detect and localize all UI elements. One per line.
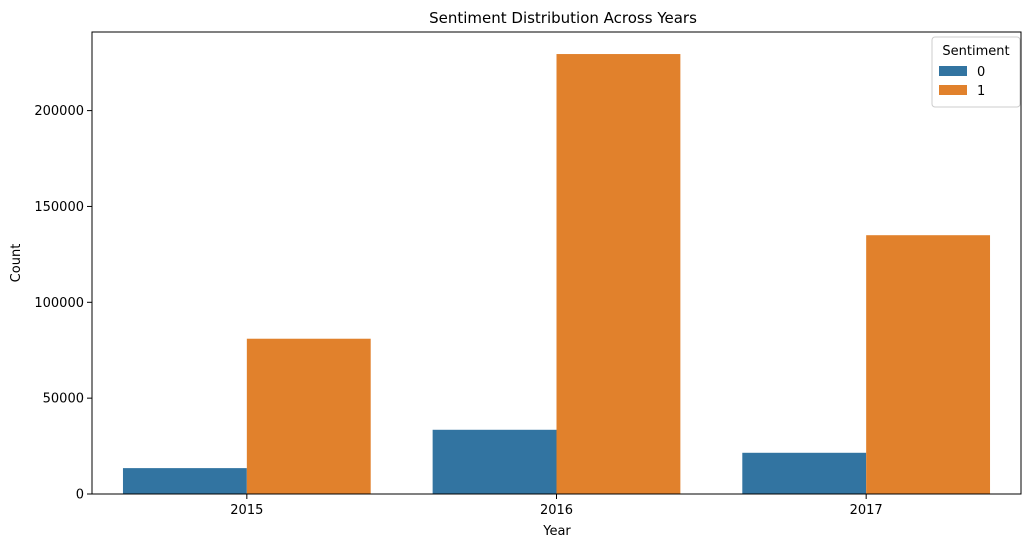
legend-label-1: 1 [977,84,985,99]
x-axis-title: Year [542,524,571,539]
bars-group [122,54,991,495]
y-axis-title: Count [9,244,24,283]
legend-label-0: 0 [977,65,985,80]
x-tick-label: 2016 [540,503,573,518]
plot-frame [91,31,1022,495]
y-tick-label: 50000 [43,392,84,407]
legend-title: Sentiment [942,44,1009,59]
bar-2016-sentiment-0 [432,429,557,494]
bar-2015-sentiment-0 [122,468,247,494]
y-tick-label: 200000 [34,104,84,119]
x-axis-ticks: 2015 2016 2017 [230,494,883,518]
bar-2017-sentiment-1 [866,235,991,495]
y-axis-ticks: 0 50000 100000 150000 200000 [34,104,92,503]
legend: Sentiment 01 [931,36,1021,108]
y-tick-label: 100000 [34,296,84,311]
chart-title: Sentiment Distribution Across Years [429,9,697,27]
bar-2017-sentiment-0 [742,452,867,494]
bar-2016-sentiment-1 [556,54,681,494]
x-tick-label: 2017 [850,503,883,518]
legend-swatch-0 [939,66,967,76]
x-tick-label: 2015 [230,503,263,518]
legend-swatch-1 [939,85,967,95]
legend-items: 01 [939,65,985,99]
y-tick-label: 150000 [34,200,84,215]
bar-2015-sentiment-1 [246,338,371,494]
y-tick-label: 0 [76,488,84,503]
